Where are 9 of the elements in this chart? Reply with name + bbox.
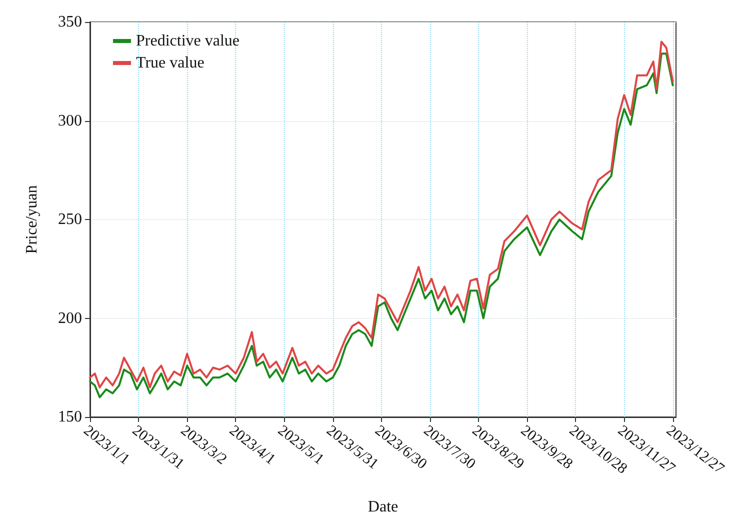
y-axis-title: Price/yuan (24, 185, 40, 254)
y-tick-label: 350 (58, 14, 82, 30)
y-tick-label: 200 (58, 310, 82, 327)
y-tick-label: 300 (58, 112, 82, 130)
legend-label: Predictive value (136, 32, 240, 50)
x-axis-title: Date (368, 498, 398, 516)
y-tick-label: 250 (58, 211, 82, 228)
legend-label: True value (136, 54, 204, 72)
y-tick-label: 150 (58, 408, 82, 426)
